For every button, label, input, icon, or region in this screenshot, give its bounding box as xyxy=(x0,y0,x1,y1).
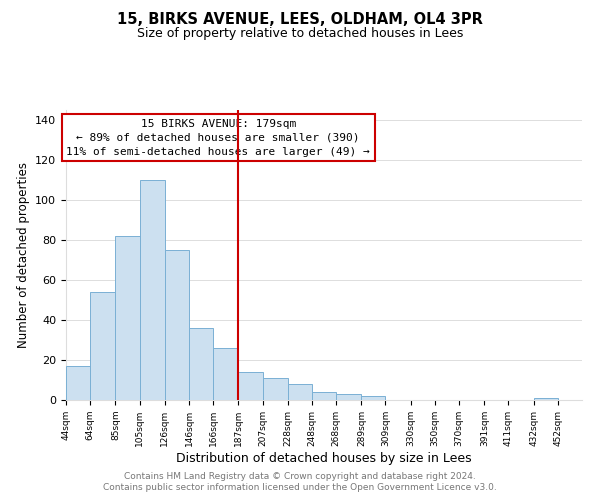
Bar xyxy=(361,396,385,400)
Bar xyxy=(238,372,263,400)
Bar xyxy=(336,394,361,400)
Bar xyxy=(312,392,336,400)
Bar xyxy=(263,378,288,400)
Text: Size of property relative to detached houses in Lees: Size of property relative to detached ho… xyxy=(137,28,463,40)
Text: Contains public sector information licensed under the Open Government Licence v3: Contains public sector information licen… xyxy=(103,484,497,492)
Text: Contains HM Land Registry data © Crown copyright and database right 2024.: Contains HM Land Registry data © Crown c… xyxy=(124,472,476,481)
Bar xyxy=(189,328,213,400)
Bar xyxy=(213,348,238,400)
Bar xyxy=(534,398,558,400)
Bar xyxy=(90,292,115,400)
Bar xyxy=(66,366,90,400)
Bar xyxy=(115,236,140,400)
Y-axis label: Number of detached properties: Number of detached properties xyxy=(17,162,29,348)
Bar xyxy=(288,384,312,400)
Text: 15 BIRKS AVENUE: 179sqm
← 89% of detached houses are smaller (390)
11% of semi-d: 15 BIRKS AVENUE: 179sqm ← 89% of detache… xyxy=(67,118,370,156)
Bar xyxy=(165,250,189,400)
X-axis label: Distribution of detached houses by size in Lees: Distribution of detached houses by size … xyxy=(176,452,472,464)
Text: 15, BIRKS AVENUE, LEES, OLDHAM, OL4 3PR: 15, BIRKS AVENUE, LEES, OLDHAM, OL4 3PR xyxy=(117,12,483,28)
Bar xyxy=(140,180,165,400)
